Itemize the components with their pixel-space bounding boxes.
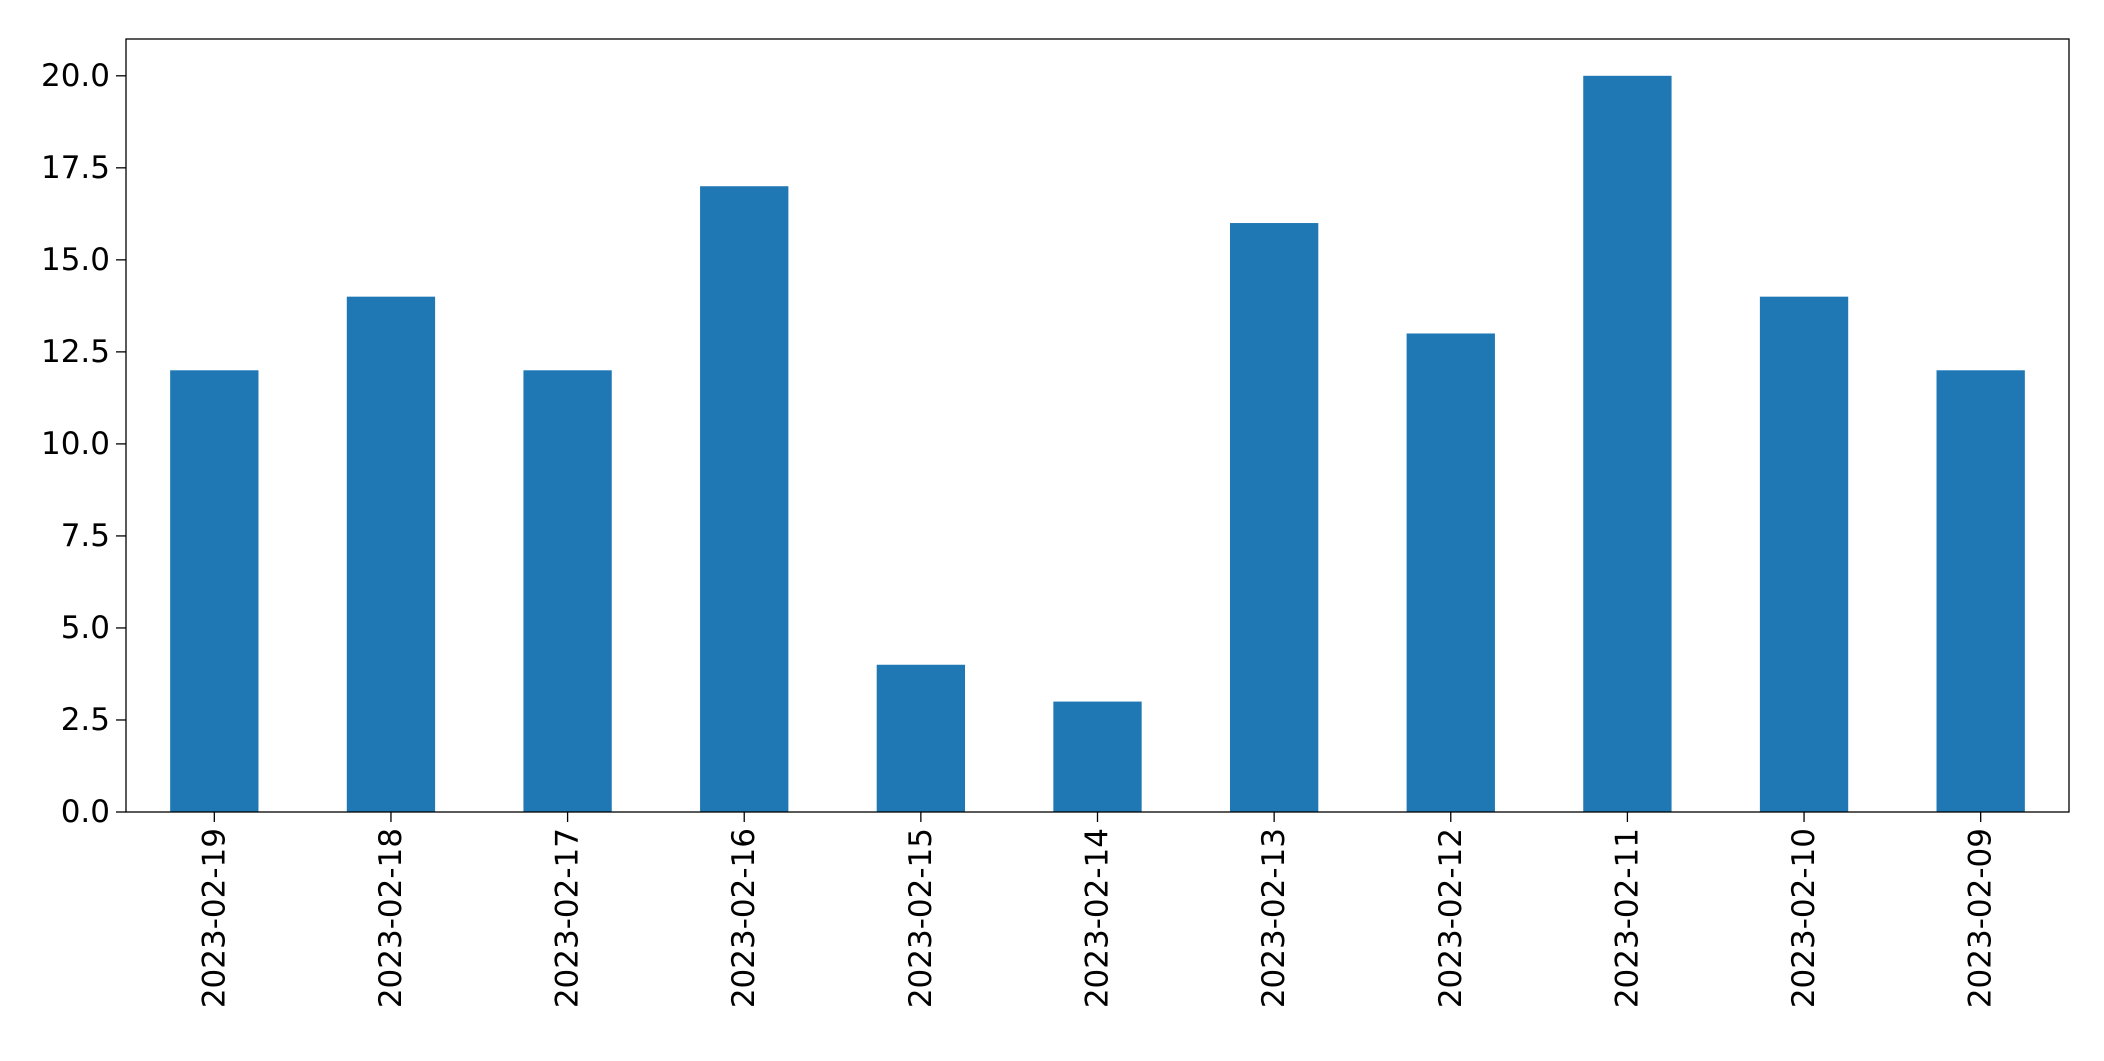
x-tick-label-2023-02-16: 2023-02-16: [726, 828, 762, 1008]
y-tick-label: 7.5: [61, 518, 110, 554]
x-tick-label-2023-02-19: 2023-02-19: [196, 828, 232, 1008]
y-tick-label: 10.0: [41, 426, 110, 462]
bar-2023-02-16: [700, 186, 789, 812]
bar-2023-02-14: [1053, 701, 1142, 812]
y-tick-label: 15.0: [41, 242, 110, 278]
bar-2023-02-09: [1936, 370, 2025, 812]
y-tick-label: 12.5: [41, 334, 110, 370]
bar-2023-02-18: [346, 296, 436, 813]
x-tick-label-2023-02-13: 2023-02-13: [1256, 828, 1292, 1008]
x-tick-label-2023-02-14: 2023-02-14: [1080, 828, 1116, 1008]
x-tick-label-2023-02-10: 2023-02-10: [1786, 828, 1822, 1008]
plot-frame: [125, 38, 2070, 813]
bars-layer: [170, 75, 2025, 813]
bar-2023-02-15: [876, 664, 966, 812]
x-tick-label-2023-02-17: 2023-02-17: [550, 828, 586, 1008]
y-tick-label: 17.5: [41, 150, 110, 186]
bar-2023-02-10: [1759, 296, 1849, 813]
y-tick-label: 2.5: [61, 702, 110, 738]
x-axis: 2023-02-19 2023-02-18 2023-02-17 2023-02-16…: [196, 812, 1999, 1008]
x-tick-label-2023-02-18: 2023-02-18: [373, 828, 409, 1008]
bar-2023-02-11: [1583, 75, 1672, 813]
bar-2023-02-13: [1229, 223, 1319, 813]
x-tick-label-2023-02-15: 2023-02-15: [903, 828, 939, 1008]
x-tick-label-2023-02-11: 2023-02-11: [1609, 828, 1645, 1008]
x-tick-label-2023-02-09: 2023-02-09: [1963, 828, 1999, 1008]
bar-2023-02-17: [523, 370, 612, 812]
bar-2023-02-12: [1406, 333, 1495, 812]
y-tick-label: 5.0: [61, 610, 110, 646]
y-axis: 0.0 2.5 5.0 7.5 10.0 12.5 15.0 17.5 20.0: [41, 58, 126, 830]
x-tick-label-2023-02-12: 2023-02-12: [1433, 828, 1469, 1008]
y-tick-label: 0.0: [61, 794, 110, 830]
y-tick-label: 20.0: [41, 58, 110, 94]
bar-2023-02-19: [170, 370, 259, 812]
